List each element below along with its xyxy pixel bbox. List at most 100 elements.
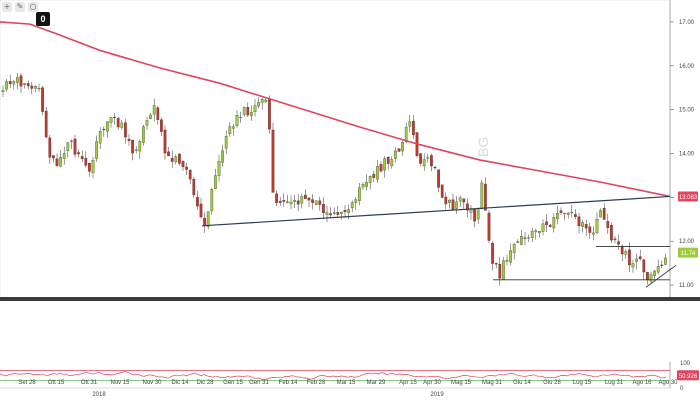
candle-down [275, 193, 278, 203]
candle-up [66, 142, 70, 151]
candle-up [214, 175, 217, 189]
candle-down [181, 161, 185, 168]
last-price-badge-bg [678, 247, 698, 258]
candle-down [444, 196, 448, 205]
candle-down [113, 116, 116, 118]
candle-up [34, 86, 37, 89]
candle-up [448, 200, 451, 203]
y-tick-label: 16.00 [679, 64, 695, 70]
x-tick-label: Dic 28 [196, 380, 214, 386]
candle-down [473, 209, 476, 222]
candle-down [307, 197, 311, 201]
candle-down [545, 221, 548, 225]
candle-down [491, 242, 494, 264]
candle-down [516, 241, 520, 243]
candle-down [440, 184, 444, 198]
candle-up [250, 112, 253, 116]
candle-up [134, 149, 138, 151]
candle-up [527, 237, 530, 239]
candle-down [638, 256, 642, 260]
candle-up [383, 158, 386, 171]
candle-down [26, 83, 30, 87]
candle-down [430, 155, 433, 167]
candle-down [8, 81, 12, 85]
candle-down [196, 197, 199, 207]
candle-up [458, 197, 462, 202]
candle-up [12, 81, 16, 85]
candle-up [95, 141, 98, 159]
chart-toolbar: + ✎ ○ [2, 2, 38, 12]
oscillator-tick-label: 0 [680, 386, 684, 392]
candle-up [394, 150, 397, 159]
candle-up [649, 274, 653, 282]
candle-down [574, 214, 577, 217]
price-badges: 13.083 11.74 50.926 [677, 191, 699, 381]
candle-down [41, 87, 44, 112]
candle-down [379, 164, 383, 172]
candle-down [77, 152, 80, 155]
candle-up [106, 121, 109, 132]
x-tick-label: Nov 30 [142, 380, 162, 386]
candle-up [541, 223, 545, 232]
candle-up [653, 270, 656, 277]
candle-down [584, 224, 588, 229]
candle-up [242, 107, 246, 115]
candle-up [581, 222, 584, 227]
panel-separator[interactable] [0, 297, 700, 301]
candle-down [278, 200, 282, 203]
candle-up [91, 160, 95, 173]
candle-up [340, 211, 343, 214]
candle-down [620, 245, 624, 255]
candle-up [512, 243, 516, 253]
candle-up [109, 117, 113, 123]
candle-up [592, 232, 595, 235]
candle-down [343, 210, 347, 213]
candle-down [412, 120, 415, 136]
candle-up [152, 105, 156, 115]
candle-up [480, 182, 484, 210]
candle-down [487, 212, 491, 241]
candle-down [610, 225, 613, 241]
candle-up [350, 202, 354, 208]
candle-up [206, 211, 210, 227]
candle-down [116, 117, 120, 128]
plus-icon[interactable]: + [2, 2, 12, 12]
candle-down [102, 128, 106, 131]
candle-down [48, 137, 52, 158]
candle-up [5, 81, 8, 90]
candle-up [210, 189, 214, 212]
candle-down [282, 200, 286, 202]
x-tick-label: Mar 15 [337, 380, 356, 386]
candle-down [498, 263, 502, 279]
candle-down [271, 129, 275, 193]
candle-up [228, 126, 232, 134]
candle-up [149, 114, 152, 119]
candle-up [361, 184, 365, 188]
candle-down [55, 158, 59, 166]
last-price-badge: 11.74 [681, 251, 696, 257]
circle-icon[interactable]: ○ [28, 2, 38, 12]
candle-down [660, 264, 664, 266]
y-tick-label: 17.00 [679, 20, 695, 26]
candle-down [170, 157, 174, 162]
candle-up [376, 166, 379, 180]
candle-up [552, 217, 556, 229]
candle-up [538, 231, 541, 234]
candle-up [62, 153, 66, 159]
candle-down [336, 212, 340, 215]
candle-up [16, 77, 19, 83]
candle-down [386, 157, 390, 164]
x-tick-label: Mag 15 [451, 380, 472, 386]
x-axis: Set 28 Ott 15 Ott 31 Nov 15 Nov 30 Dic 14 Dic … [18, 380, 678, 398]
candle-up [138, 141, 142, 152]
candle-up [664, 257, 667, 265]
candle-down [304, 194, 307, 199]
candle-up [1, 90, 5, 92]
candle-up [314, 200, 318, 205]
candle-up [631, 263, 635, 268]
y-tick-label: 15.00 [679, 108, 695, 114]
zero-badge[interactable]: 0 [36, 12, 50, 26]
x-tick-label: Ott 15 [48, 380, 65, 386]
pencil-icon[interactable]: ✎ [15, 2, 25, 12]
